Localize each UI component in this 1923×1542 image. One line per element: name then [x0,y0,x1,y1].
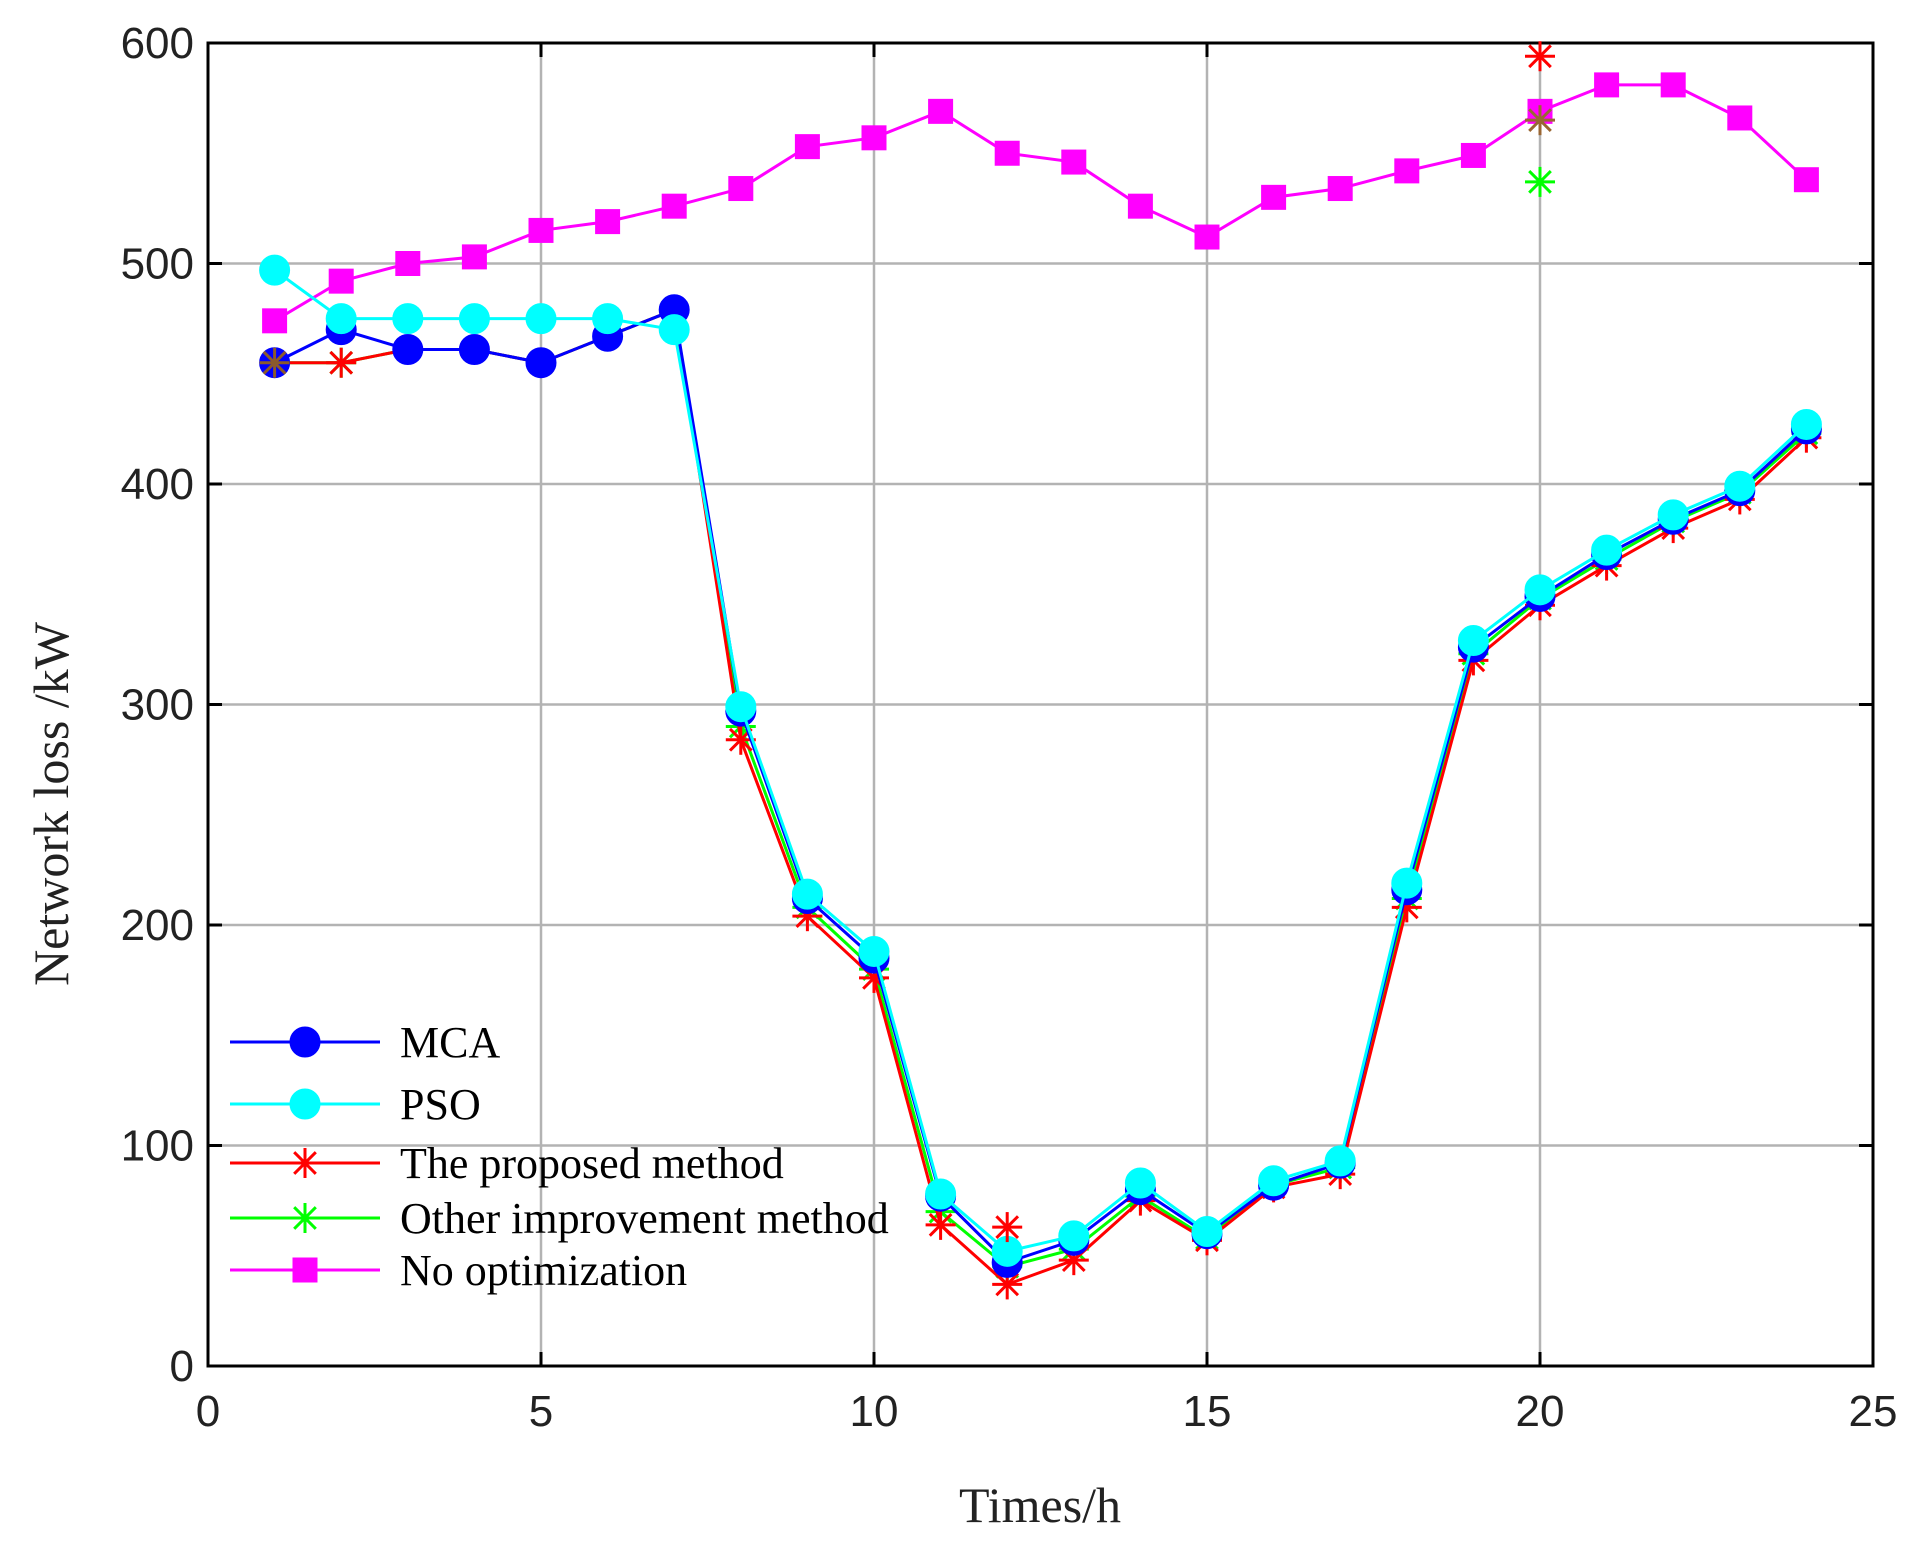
point-no-optimization-12 [994,140,1020,166]
point-pso-8 [725,691,757,723]
point-no-optimization-15 [1194,224,1220,250]
x-tick-label-0: 0 [196,1387,220,1436]
point-no-optimization-24 [1793,167,1819,193]
point-pso-4 [458,303,490,335]
point-the-proposed-method-2 [326,347,357,378]
point-pso-20 [1524,574,1556,606]
outlier-marker-2 [1525,105,1555,136]
legend: MCA PSO The proposed method Other improveme… [230,1018,889,1295]
legend-item-no-optimization: No optimization [230,1246,687,1295]
tick-labels: 0 5 10 15 20 25 0 100 200 300 400 500 600 [121,19,1898,1436]
point-pso-16 [1258,1165,1290,1197]
point-pso-18 [1391,867,1423,899]
legend-marker-other-improvement-method [290,1203,320,1233]
y-tick-label-600: 600 [121,19,194,68]
x-tick-label-10: 10 [850,1387,899,1436]
y-tick-label-200: 200 [121,901,194,950]
legend-label-mca: MCA [400,1018,500,1067]
point-no-optimization-19 [1460,142,1486,168]
axes [206,41,1875,1368]
point-no-optimization-22 [1660,72,1686,98]
x-tick-label-20: 20 [1516,1387,1565,1436]
point-pso-24 [1790,408,1822,440]
point-pso-17 [1324,1145,1356,1177]
point-no-optimization-11 [928,98,954,124]
legend-label-pso: PSO [400,1080,481,1129]
x-tick-label-25: 25 [1849,1387,1898,1436]
x-axis-title: Times/h [959,1477,1121,1533]
point-pso-23 [1724,470,1756,502]
point-pso-22 [1657,499,1689,531]
legend-label-the-proposed-method: The proposed method [400,1139,784,1188]
point-no-optimization-16 [1261,184,1287,210]
point-the-proposed-method-11 [925,1209,956,1240]
point-no-optimization-3 [395,251,421,276]
y-axis-title: Network loss /kW [23,621,79,986]
point-no-optimization-5 [528,217,554,243]
outlier-marker-4 [259,347,290,378]
legend-item-the-proposed-method: The proposed method [230,1139,784,1188]
series-no-optimization [262,72,1819,334]
point-pso-13 [1058,1220,1090,1252]
point-mca-5 [525,347,557,379]
legend-item-other-improvement-method: Other improvement method [230,1194,889,1243]
point-pso-6 [592,303,624,335]
point-no-optimization-2 [328,268,354,294]
point-no-optimization-23 [1727,105,1753,131]
point-pso-9 [791,878,823,910]
point-no-optimization-17 [1327,176,1353,202]
legend-marker-mca [289,1026,321,1058]
point-no-optimization-8 [728,176,754,202]
legend-label-no-optimization: No optimization [400,1246,687,1295]
legend-marker-no-optimization [292,1257,318,1283]
point-no-optimization-6 [595,209,621,235]
point-no-optimization-4 [461,244,487,270]
outlier-marker-0 [1525,41,1555,72]
legend-label-other-improvement-method: Other improvement method [400,1194,889,1243]
point-pso-21 [1591,534,1623,566]
outlier-marker-3 [1525,166,1555,197]
point-no-optimization-9 [794,134,820,160]
point-pso-7 [658,314,690,346]
y-tick-label-500: 500 [121,240,194,289]
y-tick-label-300: 300 [121,681,194,730]
point-no-optimization-18 [1394,158,1420,184]
legend-item-pso: PSO [230,1080,481,1129]
point-no-optimization-7 [661,193,687,219]
point-pso-14 [1124,1167,1156,1199]
point-no-optimization-21 [1594,72,1620,98]
point-pso-19 [1457,625,1489,657]
point-pso-2 [325,303,357,335]
x-tick-label-15: 15 [1183,1387,1232,1436]
grid-lines [208,43,1873,1366]
point-pso-15 [1191,1215,1223,1247]
point-no-optimization-13 [1061,149,1087,175]
point-no-optimization-14 [1127,193,1153,219]
y-tick-label-100: 100 [121,1122,194,1171]
point-pso-10 [858,935,890,967]
point-pso-1 [259,254,291,286]
point-pso-5 [525,303,557,335]
point-pso-3 [392,303,424,335]
legend-marker-the-proposed-method [290,1148,320,1178]
series-pso [259,254,1822,1267]
point-mca-3 [392,333,424,365]
y-tick-label-400: 400 [121,460,194,509]
outlier-marker-1 [992,1212,1023,1243]
point-no-optimization-10 [861,125,887,151]
series-group [259,41,1822,1300]
x-tick-label-5: 5 [529,1387,553,1436]
legend-item-mca: MCA [230,1018,500,1067]
point-no-optimization-1 [262,308,288,334]
legend-marker-pso [289,1088,321,1120]
point-pso-11 [925,1178,957,1210]
point-mca-4 [458,333,490,365]
y-tick-label-0: 0 [170,1342,194,1391]
